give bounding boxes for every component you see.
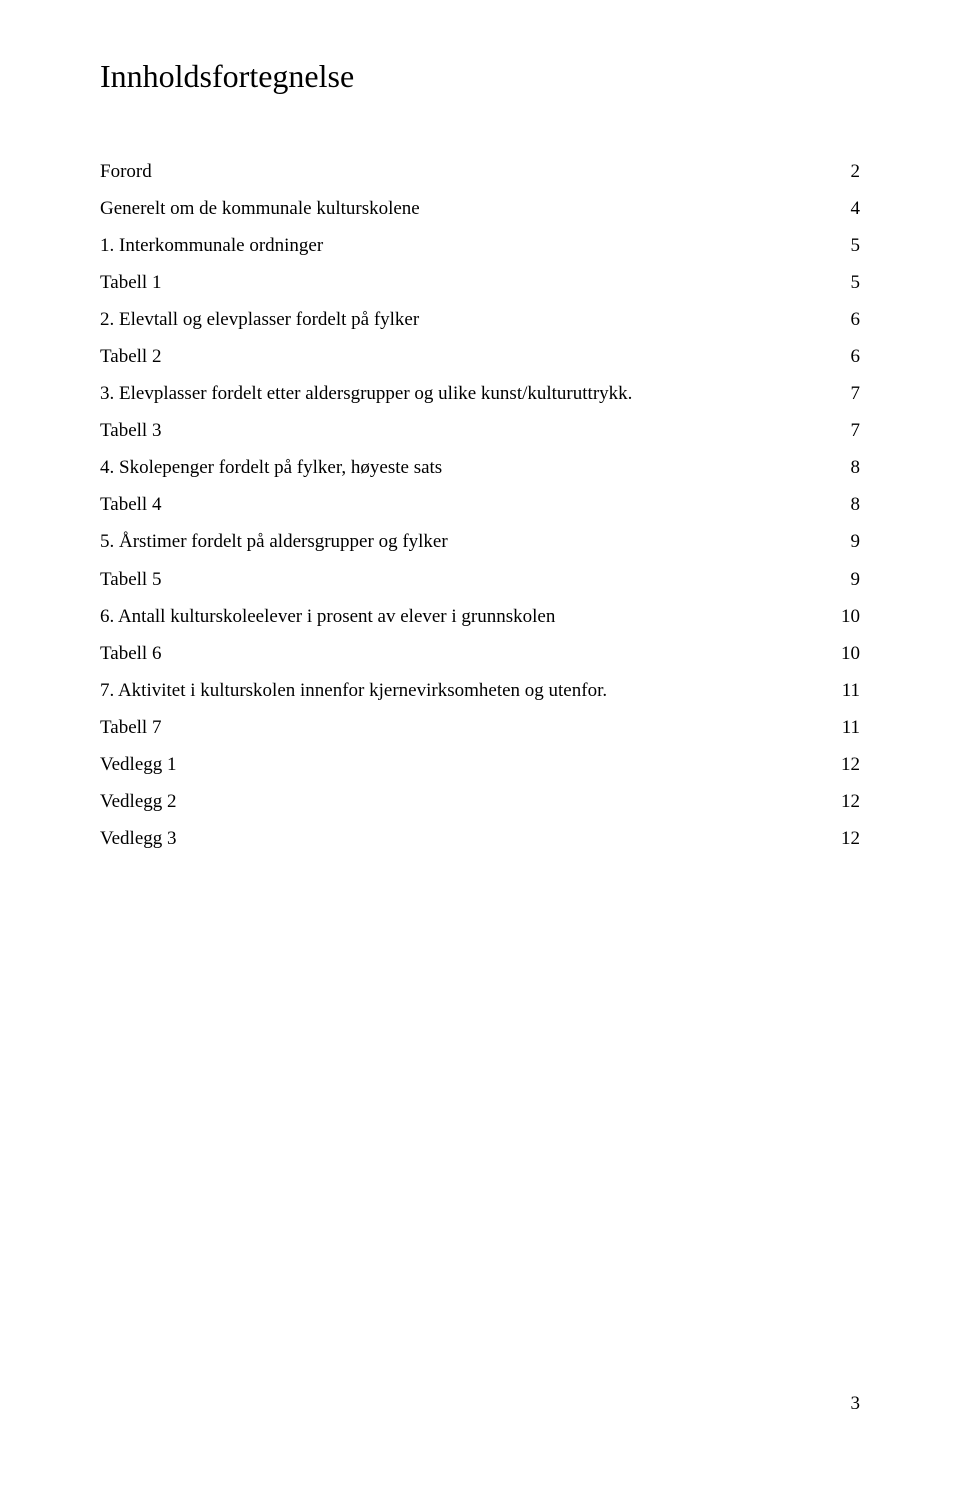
toc-label: 6. Antall kulturskoleelever i prosent av… <box>100 598 555 635</box>
toc-page: 7 <box>851 375 861 412</box>
toc-label: 7. Aktivitet i kulturskolen innenfor kje… <box>100 672 607 709</box>
toc-page: 2 <box>851 153 861 190</box>
toc-entry: Forord 2 <box>100 153 860 190</box>
toc-label: 4. Skolepenger fordelt på fylker, høyest… <box>100 449 442 486</box>
toc-label: Tabell 7 <box>100 709 161 746</box>
toc-entry: Tabell 4 8 <box>100 486 860 523</box>
toc-label: Tabell 6 <box>100 635 161 672</box>
toc-label: Vedlegg 2 <box>100 783 177 820</box>
toc-label: Generelt om de kommunale kulturskolene <box>100 190 420 227</box>
toc-entry: 1. Interkommunale ordninger 5 <box>100 227 860 264</box>
toc-page: 6 <box>851 338 861 375</box>
toc-page: 7 <box>851 412 861 449</box>
toc-entry: Generelt om de kommunale kulturskolene 4 <box>100 190 860 227</box>
toc-page: 12 <box>841 746 860 783</box>
toc-label: Vedlegg 1 <box>100 746 177 783</box>
toc-page: 9 <box>851 523 861 560</box>
toc-page: 11 <box>842 709 860 746</box>
toc-entry: 7. Aktivitet i kulturskolen innenfor kje… <box>100 672 860 709</box>
toc-label: Vedlegg 3 <box>100 820 177 857</box>
toc-page: 8 <box>851 486 861 523</box>
toc-entry: Tabell 1 5 <box>100 264 860 301</box>
toc-page: 11 <box>842 672 860 709</box>
toc-label: Tabell 2 <box>100 338 161 375</box>
toc-label: Tabell 1 <box>100 264 161 301</box>
toc-page: 12 <box>841 783 860 820</box>
page-number: 3 <box>851 1393 861 1415</box>
toc-label: 1. Interkommunale ordninger <box>100 227 323 264</box>
toc-label: Tabell 5 <box>100 561 161 598</box>
toc-entry: Tabell 3 7 <box>100 412 860 449</box>
toc-label: 2. Elevtall og elevplasser fordelt på fy… <box>100 301 419 338</box>
toc-label: 3. Elevplasser fordelt etter aldersgrupp… <box>100 375 632 412</box>
toc-label: Tabell 4 <box>100 486 161 523</box>
toc-page: 5 <box>851 227 861 264</box>
toc-label: Tabell 3 <box>100 412 161 449</box>
toc-page: 6 <box>851 301 861 338</box>
toc-entry: Tabell 2 6 <box>100 338 860 375</box>
toc-entry: 3. Elevplasser fordelt etter aldersgrupp… <box>100 375 860 412</box>
toc-entry: Tabell 7 11 <box>100 709 860 746</box>
toc-page: 4 <box>851 190 861 227</box>
toc-entry: Tabell 6 10 <box>100 635 860 672</box>
toc-entry: 4. Skolepenger fordelt på fylker, høyest… <box>100 449 860 486</box>
toc-page: 12 <box>841 820 860 857</box>
toc-label: 5. Årstimer fordelt på aldersgrupper og … <box>100 523 448 560</box>
toc-label: Forord <box>100 153 152 190</box>
table-of-contents: Forord 2 Generelt om de kommunale kultur… <box>100 153 860 857</box>
toc-page: 10 <box>841 635 860 672</box>
toc-entry: 2. Elevtall og elevplasser fordelt på fy… <box>100 301 860 338</box>
toc-entry: 5. Årstimer fordelt på aldersgrupper og … <box>100 523 860 560</box>
page-title: Innholdsfortegnelse <box>100 58 860 95</box>
toc-entry: Vedlegg 2 12 <box>100 783 860 820</box>
toc-entry: Tabell 5 9 <box>100 561 860 598</box>
toc-page: 5 <box>851 264 861 301</box>
toc-page: 10 <box>841 598 860 635</box>
toc-page: 9 <box>851 561 861 598</box>
toc-entry: Vedlegg 1 12 <box>100 746 860 783</box>
toc-entry: Vedlegg 3 12 <box>100 820 860 857</box>
toc-page: 8 <box>851 449 861 486</box>
toc-entry: 6. Antall kulturskoleelever i prosent av… <box>100 598 860 635</box>
